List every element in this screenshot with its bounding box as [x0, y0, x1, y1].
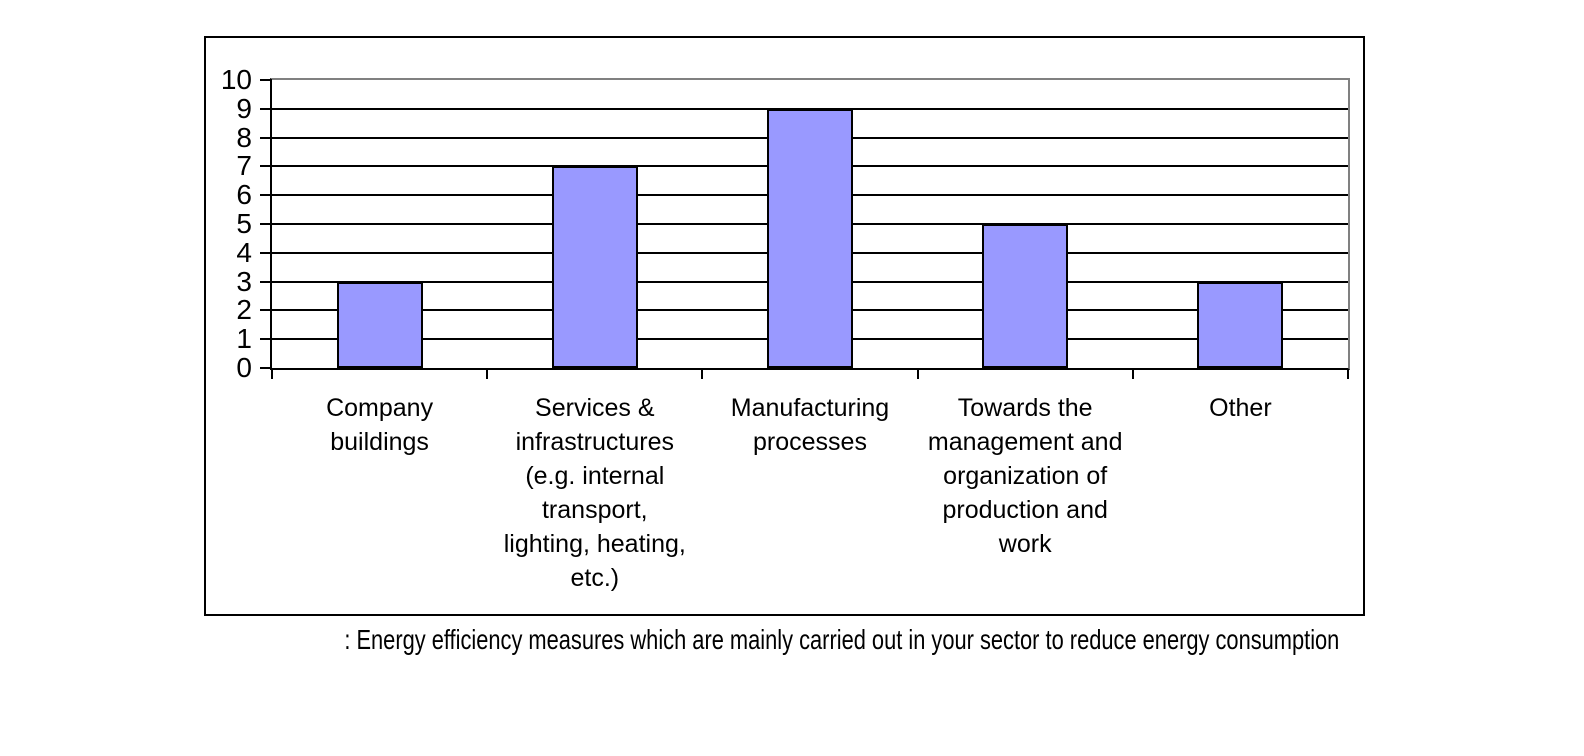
- bar-3: [982, 224, 1069, 368]
- x-axis-tick-2: [701, 370, 704, 379]
- x-category-label-4: Other: [1209, 394, 1272, 422]
- x-axis-tick-4: [1131, 370, 1134, 379]
- y-tick-label-8: 8: [236, 121, 252, 153]
- y-axis-tick-2: [260, 309, 272, 312]
- x-category-label-1: Services & infrastructures (e.g. interna…: [503, 394, 686, 592]
- figure-caption: : Energy efficiency measures which are m…: [204, 626, 1365, 654]
- y-tick-label-10: 10: [220, 64, 252, 95]
- x-axis-tick-0: [271, 370, 273, 379]
- y-axis-tick-1: [260, 338, 272, 341]
- y-axis-tick-8: [260, 136, 272, 139]
- bar-0: [336, 281, 423, 368]
- gridline-9: [272, 107, 1348, 110]
- bar-1: [551, 166, 638, 368]
- figure-caption-text: : Energy efficiency measures which are m…: [344, 624, 1340, 655]
- y-axis-tick-7: [260, 165, 272, 168]
- y-tick-label-5: 5: [236, 208, 252, 239]
- y-axis-tick-4: [260, 251, 272, 254]
- x-axis-tick-3: [916, 370, 919, 379]
- y-axis-tick-0: [260, 367, 272, 369]
- x-category-label-0: Company buildings: [326, 394, 434, 456]
- y-tick-label-1: 1: [236, 323, 252, 355]
- y-axis-tick-3: [260, 280, 272, 283]
- y-tick-label-4: 4: [236, 236, 252, 268]
- y-tick-label-7: 7: [236, 150, 252, 182]
- y-tick-label-3: 3: [236, 265, 252, 297]
- y-tick-label-2: 2: [236, 294, 252, 326]
- x-category-label-3: Towards the management and organization …: [927, 394, 1123, 558]
- y-axis-tick-10: [260, 79, 272, 81]
- y-tick-label-6: 6: [236, 179, 252, 211]
- chart-frame: 0 1 2 3 4 5 6 7 8 9 10 Company buildings Services & …: [204, 36, 1365, 616]
- x-category-label-2: Manufacturing processes: [730, 394, 890, 456]
- y-tick-label-9: 9: [236, 92, 252, 124]
- y-axis-tick-9: [260, 107, 272, 110]
- y-axis-tick-6: [260, 194, 272, 197]
- plot-area: [270, 78, 1350, 370]
- bar-4: [1197, 281, 1284, 368]
- y-axis-tick-5: [260, 223, 272, 225]
- bar-2: [767, 108, 853, 368]
- x-axis-tick-5: [1347, 370, 1349, 379]
- y-tick-label-0: 0: [236, 352, 252, 383]
- x-axis-tick-1: [486, 370, 489, 379]
